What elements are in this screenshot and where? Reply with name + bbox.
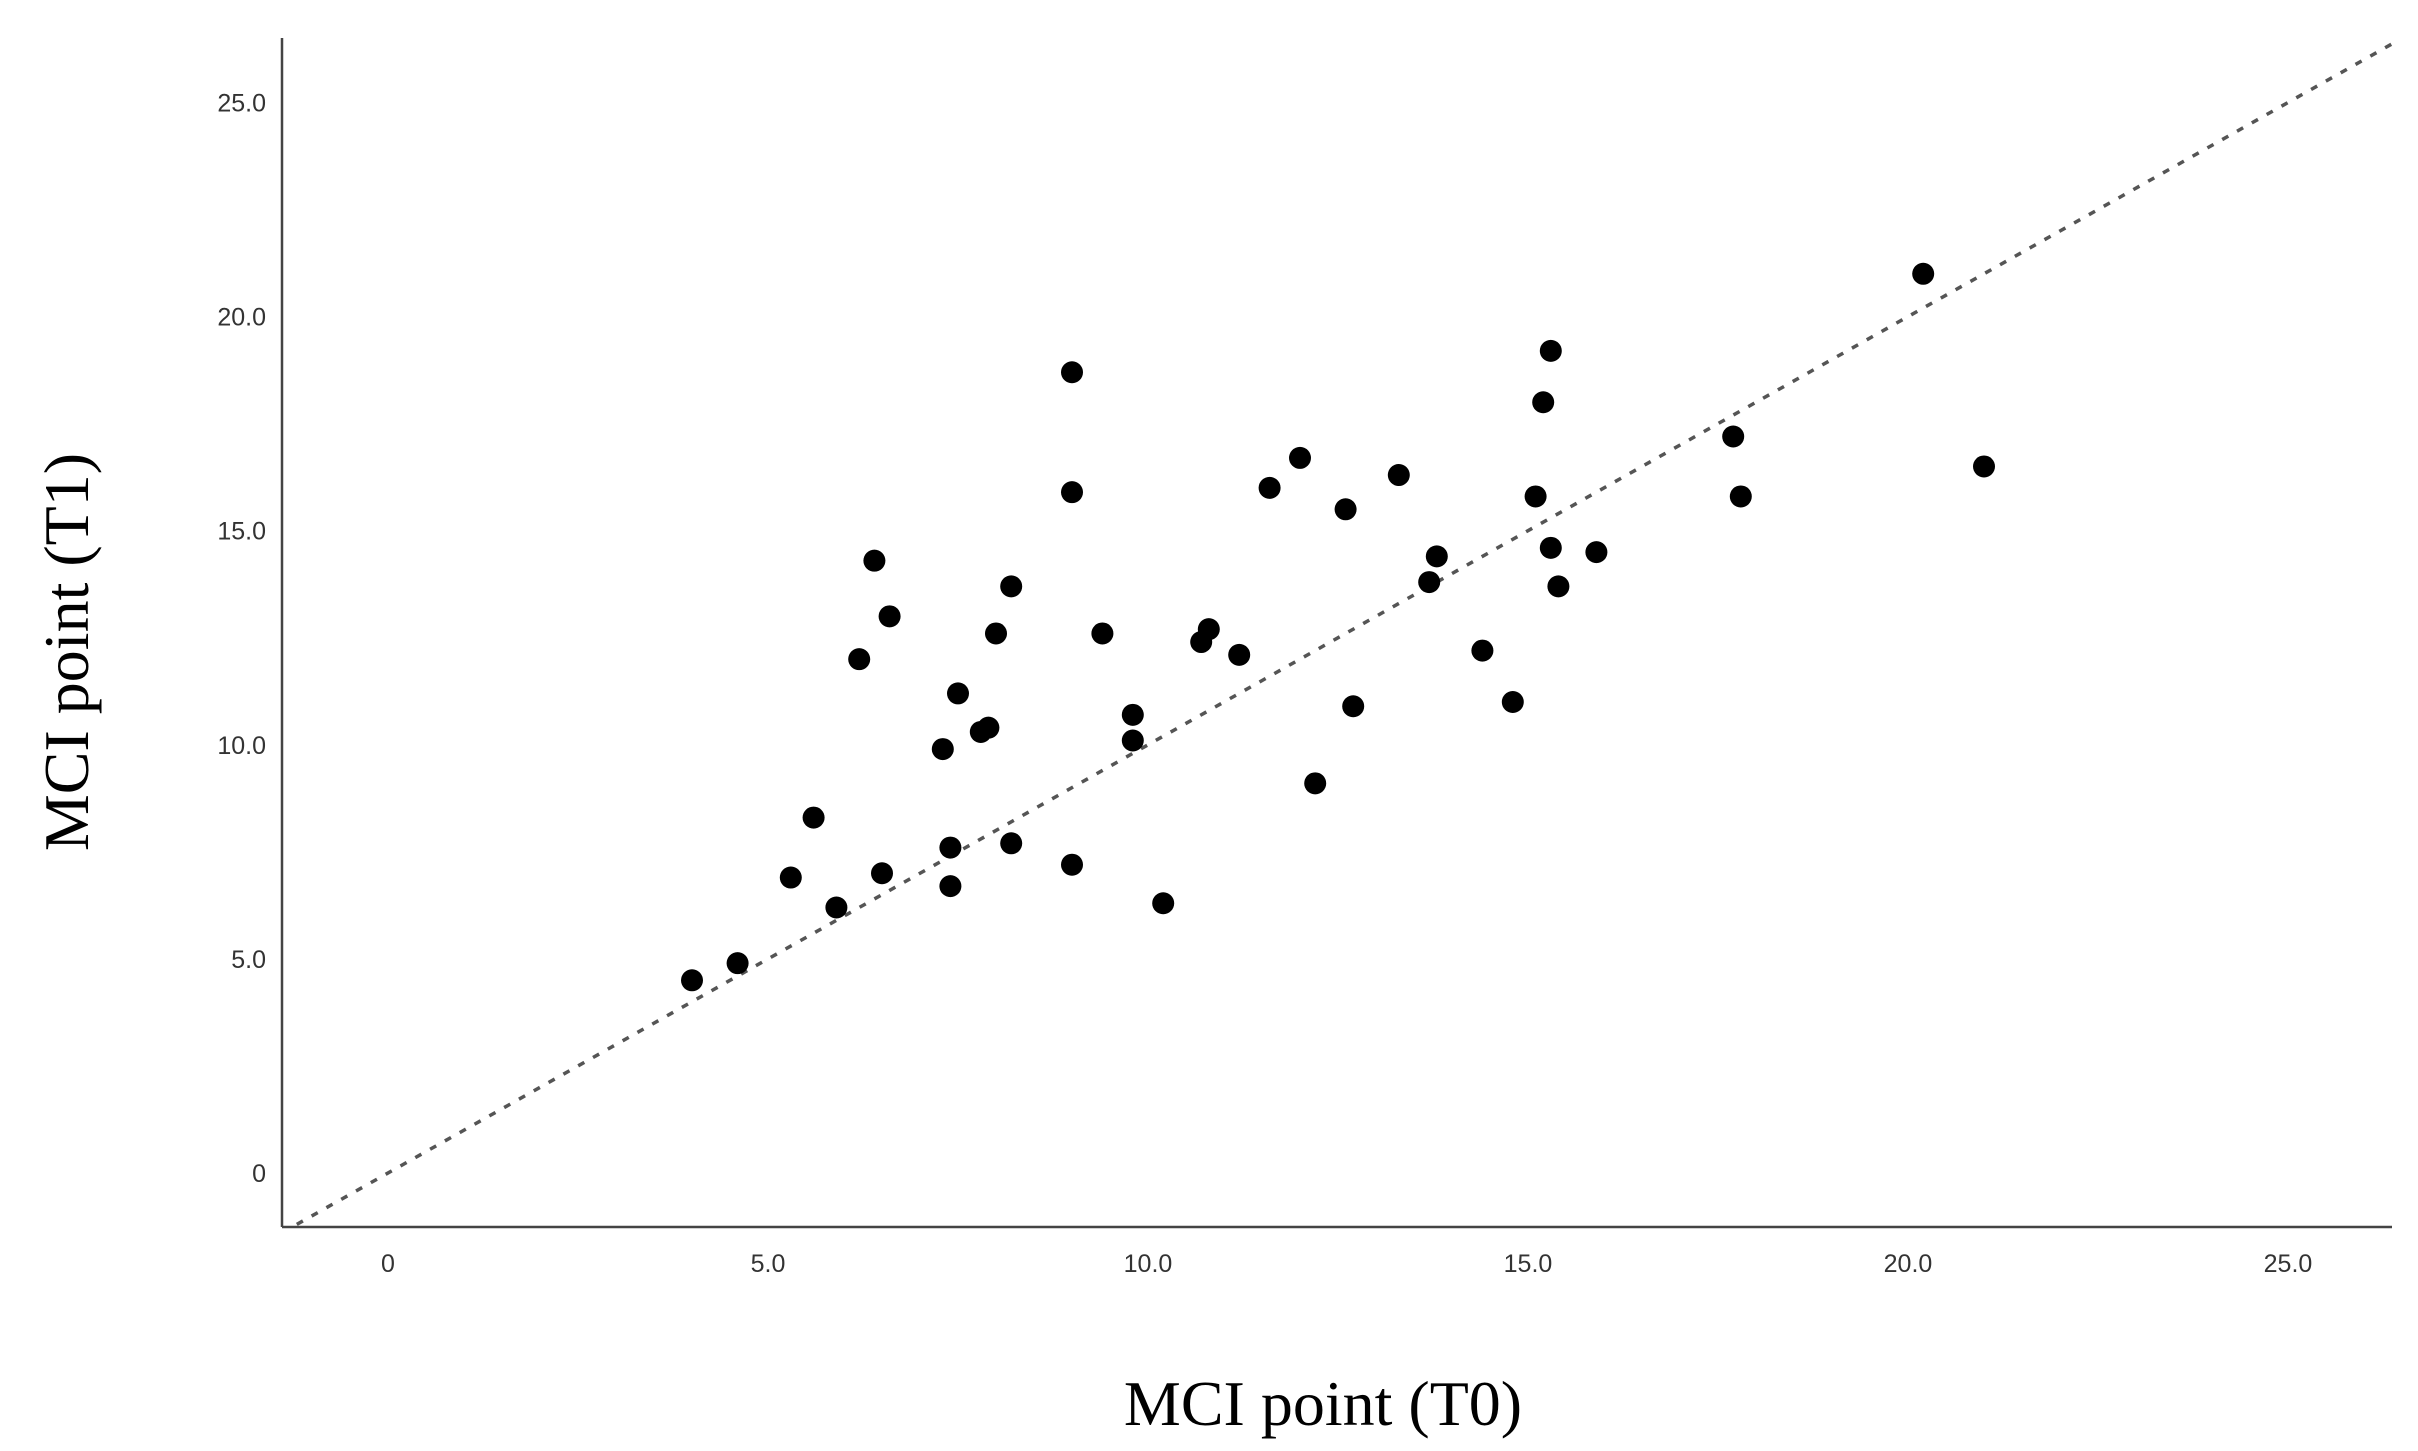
data-point bbox=[1334, 498, 1357, 521]
data-point bbox=[726, 952, 749, 975]
data-point bbox=[1121, 703, 1144, 726]
x-tick-label: 5.0 bbox=[751, 1250, 786, 1278]
data-point bbox=[1342, 695, 1365, 718]
data-point bbox=[1539, 536, 1562, 559]
x-tick-labels: 0 5.0 10.0 15.0 20.0 25.0 bbox=[381, 1250, 2312, 1278]
data-point bbox=[1387, 464, 1410, 487]
data-point bbox=[848, 648, 871, 671]
data-point bbox=[1197, 618, 1220, 641]
data-point bbox=[1000, 832, 1023, 855]
plot-area: 0 5.0 10.0 15.0 20.0 25.0 0 5.0 10.0 15.0 20.0 25.… bbox=[217, 38, 2396, 1278]
data-point bbox=[1152, 892, 1175, 915]
y-tick-labels: 0 5.0 10.0 15.0 20.0 25.0 bbox=[217, 90, 266, 1189]
y-tick-label: 25.0 bbox=[217, 90, 266, 118]
data-point bbox=[1304, 772, 1327, 795]
x-tick-label: 25.0 bbox=[2264, 1250, 2313, 1278]
data-point bbox=[681, 969, 703, 992]
data-point bbox=[1425, 545, 1448, 568]
data-point bbox=[947, 682, 969, 705]
data-point bbox=[1539, 339, 1562, 362]
data-point bbox=[863, 549, 886, 572]
y-tick-label: 5.0 bbox=[231, 946, 266, 974]
data-point bbox=[1532, 391, 1555, 414]
x-tick-label: 10.0 bbox=[1124, 1250, 1173, 1278]
data-point bbox=[871, 862, 893, 885]
data-point bbox=[1471, 639, 1494, 662]
reference-line bbox=[295, 41, 2396, 1226]
x-tick-label: 15.0 bbox=[1504, 1250, 1553, 1278]
data-point bbox=[1061, 481, 1083, 504]
y-tick-label: 20.0 bbox=[217, 304, 266, 332]
x-tick-label: 0 bbox=[381, 1250, 395, 1278]
data-point bbox=[1000, 575, 1023, 598]
data-point bbox=[1258, 476, 1281, 499]
data-point bbox=[1547, 575, 1570, 598]
data-point bbox=[1418, 571, 1441, 594]
data-point bbox=[1228, 643, 1251, 666]
data-point bbox=[939, 836, 962, 859]
data-point bbox=[1501, 690, 1524, 713]
data-points bbox=[681, 262, 1995, 992]
data-point bbox=[1524, 485, 1547, 508]
x-axis-title: MCI point (T0) bbox=[1124, 1368, 1522, 1439]
data-point bbox=[1722, 425, 1745, 448]
data-point bbox=[1585, 541, 1608, 564]
data-point bbox=[1912, 262, 1935, 285]
data-point bbox=[985, 622, 1007, 645]
data-point bbox=[1061, 853, 1083, 876]
data-point bbox=[1091, 622, 1114, 645]
data-point bbox=[1121, 729, 1144, 752]
data-point bbox=[802, 806, 825, 829]
data-point bbox=[977, 716, 1000, 739]
data-point bbox=[1061, 361, 1083, 384]
data-point bbox=[779, 866, 802, 889]
data-point bbox=[931, 738, 954, 761]
data-point bbox=[939, 875, 962, 898]
y-axis-title: MCI point (T1) bbox=[31, 453, 102, 851]
data-point bbox=[878, 605, 901, 628]
data-point bbox=[1973, 455, 1995, 478]
data-point bbox=[1289, 446, 1311, 469]
data-point bbox=[825, 896, 848, 919]
y-tick-label: 10.0 bbox=[217, 732, 266, 760]
y-tick-label: 0 bbox=[252, 1160, 266, 1188]
y-tick-label: 15.0 bbox=[217, 518, 266, 546]
x-tick-label: 20.0 bbox=[1884, 1250, 1933, 1278]
data-point bbox=[1729, 485, 1752, 508]
